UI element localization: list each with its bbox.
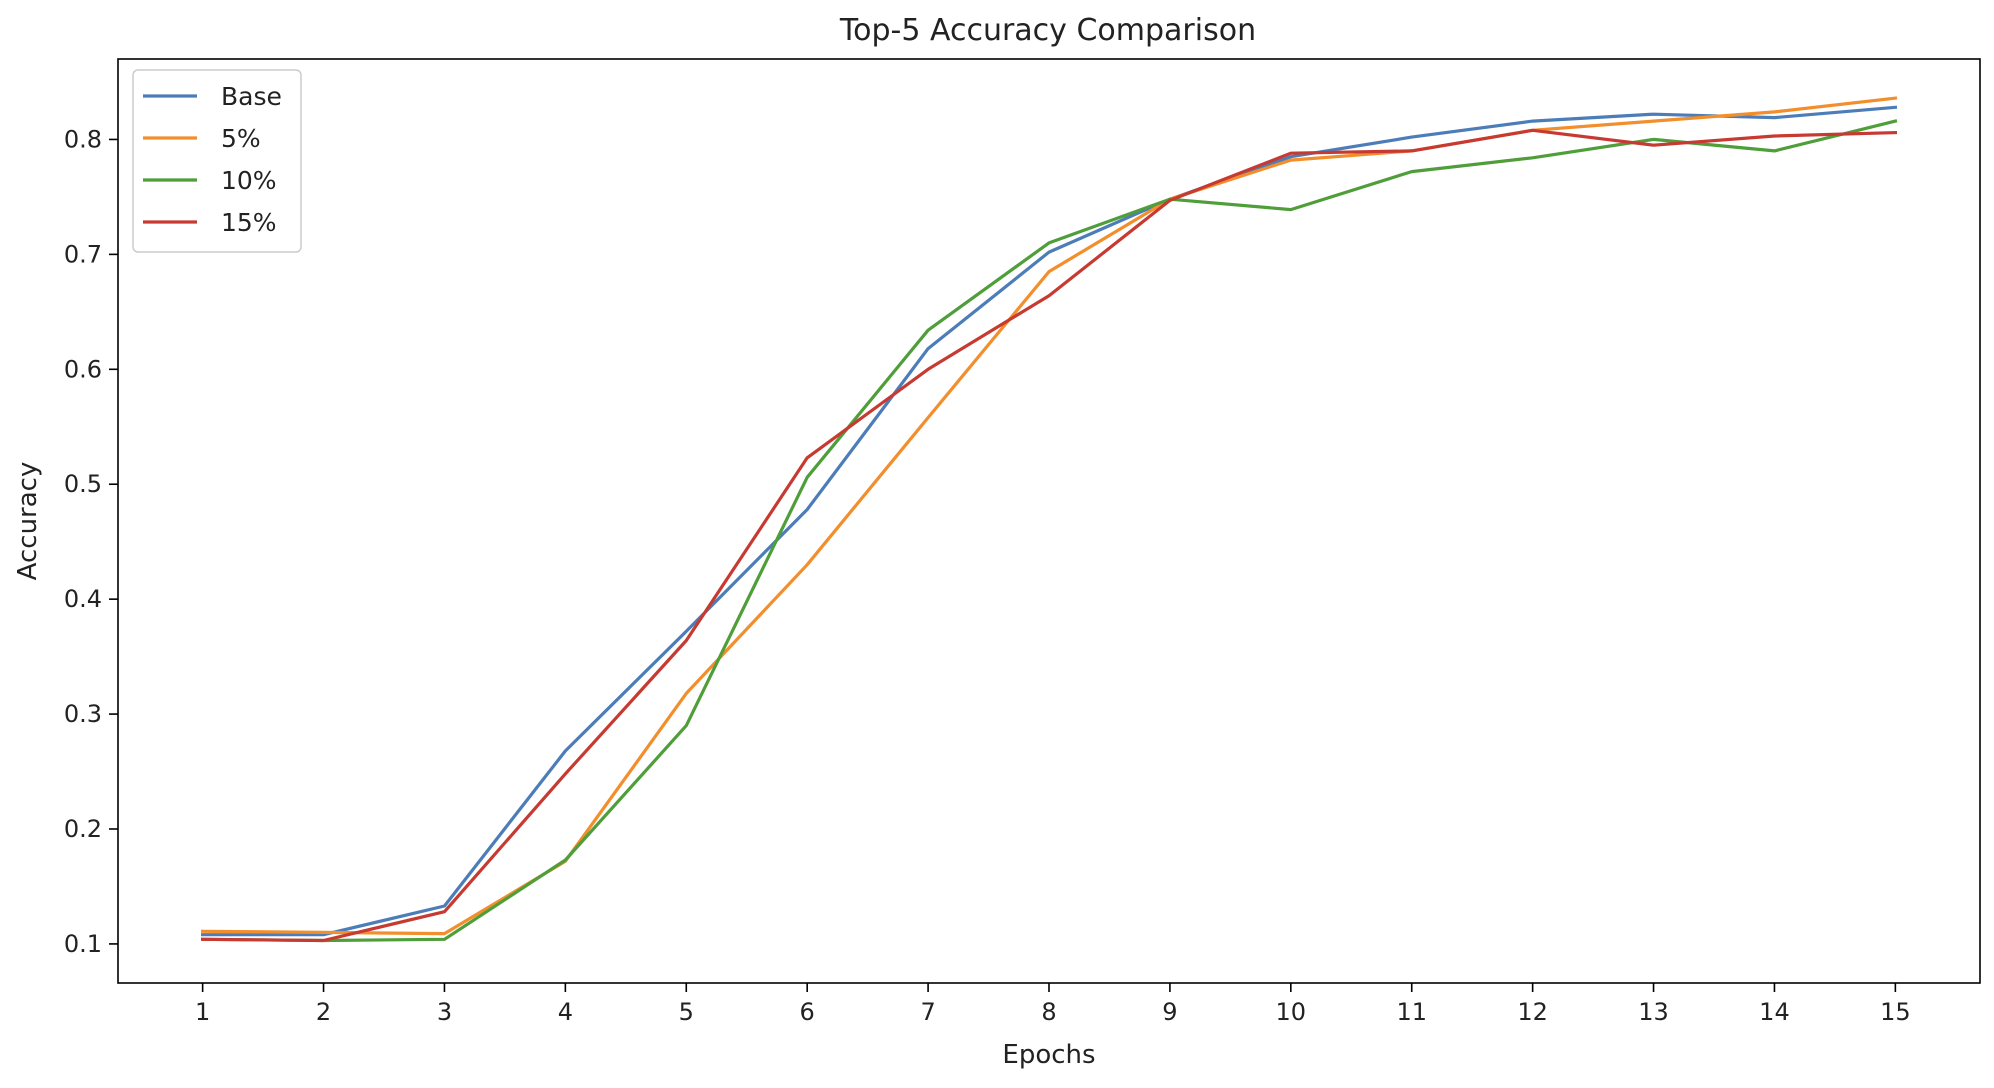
legend-label-base: Base xyxy=(221,82,282,111)
series-line-15pct xyxy=(200,128,1898,943)
x-tick-label: 15 xyxy=(1880,998,1911,1026)
x-tick-label: 6 xyxy=(800,998,815,1026)
y-tick-label: 0.2 xyxy=(64,815,102,843)
chart-title: Top-5 Accuracy Comparison xyxy=(839,13,1256,48)
series-line-10pct xyxy=(200,119,1898,943)
x-axis: 1 2 3 4 5 6 7 8 9 10 11 12 13 14 15 xyxy=(195,983,1911,1026)
plot-area xyxy=(117,58,1981,984)
x-tick-label: 11 xyxy=(1396,998,1427,1026)
x-tick-label: 7 xyxy=(920,998,935,1026)
y-tick-label: 0.4 xyxy=(64,585,102,613)
x-axis-label: Epochs xyxy=(1002,1040,1095,1070)
legend: Base 5% 10% 15% xyxy=(132,69,302,253)
x-tick-label: 1 xyxy=(195,998,210,1026)
series-lines xyxy=(200,96,1898,943)
y-tick-label: 0.5 xyxy=(64,470,102,498)
x-tick-label: 2 xyxy=(316,998,331,1026)
y-axis-label: Accuracy xyxy=(13,462,43,581)
x-tick-label: 5 xyxy=(679,998,694,1026)
y-tick-label: 0.6 xyxy=(64,355,102,383)
y-tick-label: 0.1 xyxy=(64,930,102,958)
x-tick-label: 12 xyxy=(1517,998,1548,1026)
y-axis: 0.1 0.2 0.3 0.4 0.5 0.6 0.7 0.8 xyxy=(64,125,118,958)
x-tick-label: 10 xyxy=(1276,998,1307,1026)
y-tick-label: 0.3 xyxy=(64,700,102,728)
x-tick-label: 4 xyxy=(558,998,573,1026)
legend-label-5pct: 5% xyxy=(221,124,261,153)
y-tick-label: 0.7 xyxy=(64,240,102,268)
x-tick-label: 13 xyxy=(1638,998,1669,1026)
series-line-5pct xyxy=(200,96,1898,936)
legend-label-15pct: 15% xyxy=(221,208,277,237)
y-tick-label: 0.8 xyxy=(64,125,102,153)
x-tick-label: 14 xyxy=(1759,998,1790,1026)
series-line-base xyxy=(201,105,1898,937)
x-tick-label: 9 xyxy=(1162,998,1177,1026)
x-tick-label: 8 xyxy=(1041,998,1056,1026)
x-tick-label: 3 xyxy=(437,998,452,1026)
legend-box xyxy=(132,69,302,253)
legend-label-10pct: 10% xyxy=(221,166,277,195)
